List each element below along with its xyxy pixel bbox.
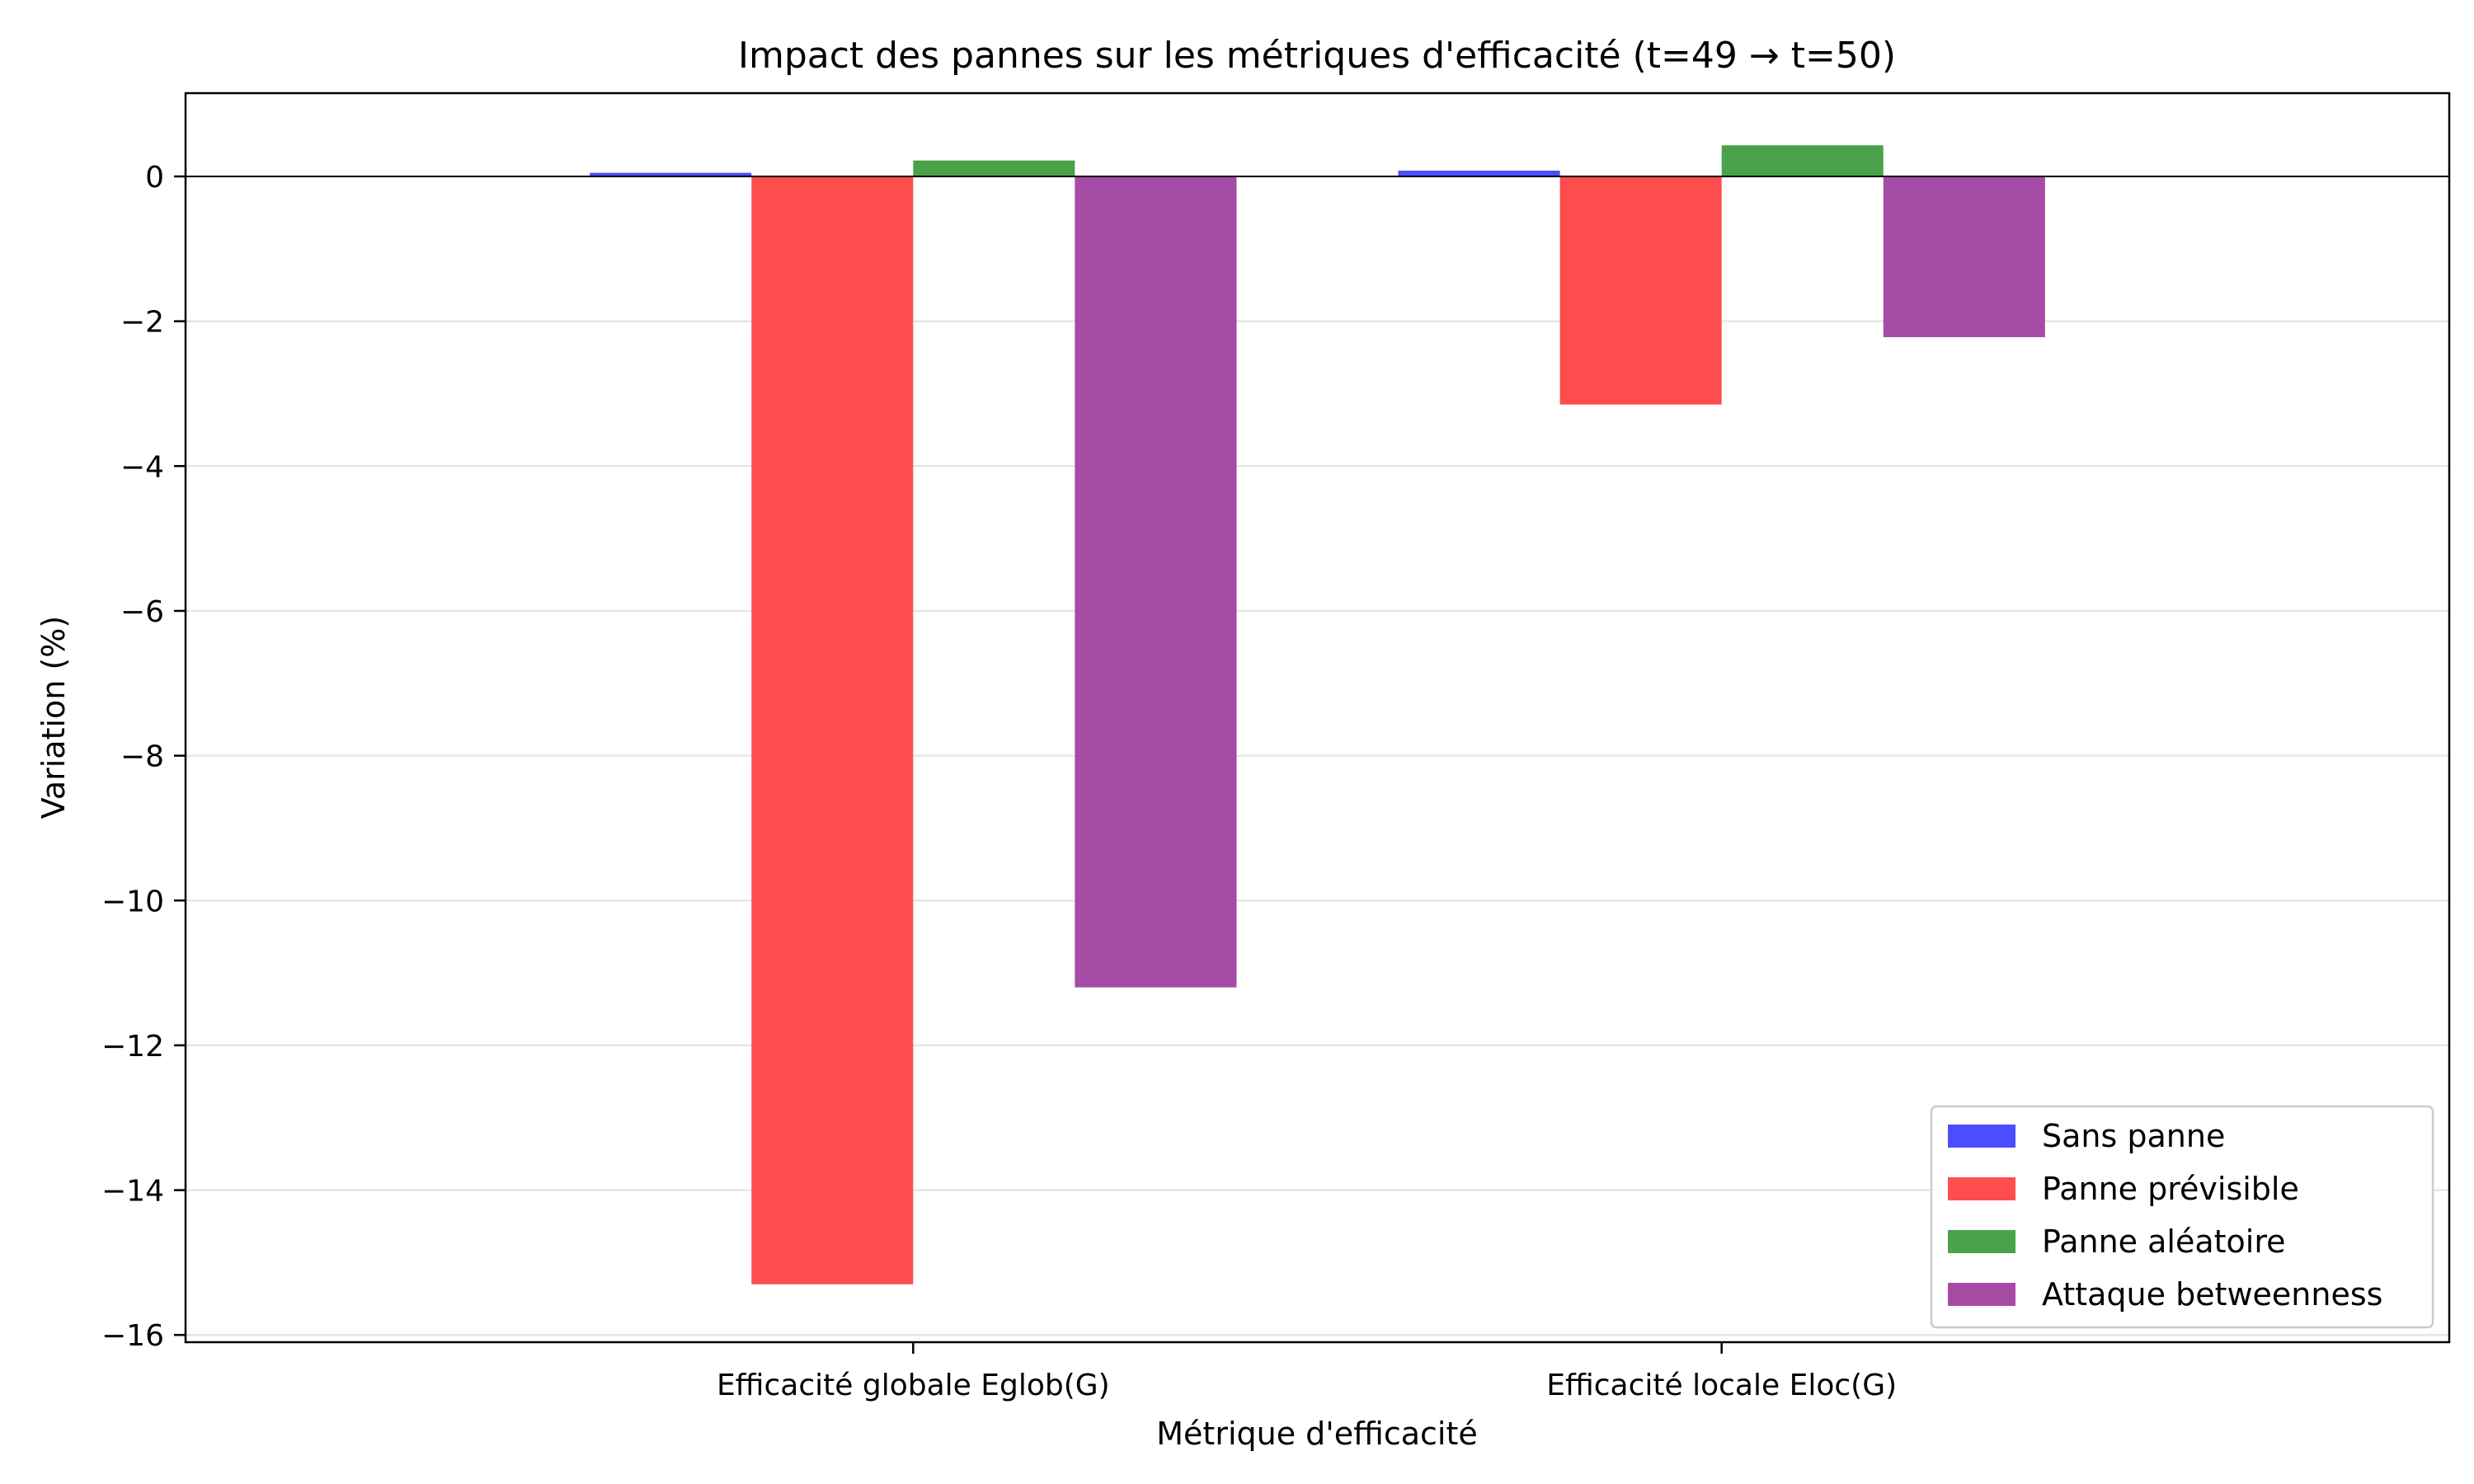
y-tick-label: −4	[120, 450, 164, 484]
legend-swatch	[1948, 1177, 2015, 1200]
legend-box	[1930, 1105, 2434, 1329]
y-axis-ticks: 0 −2 −4 −6 −8 −10 −12 −14 −16	[101, 161, 186, 1353]
legend-label: Sans panne	[2042, 1118, 2225, 1154]
bar	[1075, 176, 1237, 988]
legend-swatch	[1948, 1283, 2015, 1306]
bar	[1559, 176, 1722, 405]
bar	[913, 160, 1075, 176]
y-tick-label: 0	[145, 161, 164, 195]
bar	[1398, 170, 1560, 176]
legend-label: Attaque betweenness	[2042, 1276, 2382, 1313]
y-tick-label: −8	[120, 740, 164, 774]
x-axis-label: Métrique d'efficacité	[1156, 1416, 1478, 1452]
plot-frame	[184, 92, 2451, 1344]
bar	[590, 172, 752, 176]
y-tick-label: −6	[120, 595, 164, 629]
chart-title: Impact des pannes sur les métriques d'ef…	[738, 35, 1896, 77]
y-tick-label: −10	[101, 885, 164, 918]
y-tick-label: −12	[101, 1030, 164, 1064]
legend-label: Panne prévisible	[2042, 1171, 2299, 1207]
legend-label: Panne aléatoire	[2042, 1223, 2286, 1260]
bar	[1721, 145, 1884, 176]
x-tick-label: Efficacité locale Eloc(G)	[1546, 1369, 1897, 1402]
legend-swatch	[1948, 1125, 2015, 1148]
bar	[751, 176, 914, 1284]
y-tick-label: −2	[120, 306, 164, 340]
legend-swatch	[1948, 1230, 2015, 1253]
y-tick-label: −14	[101, 1175, 164, 1209]
legend: Sans panne Panne prévisible Panne aléatoir…	[1930, 1105, 2434, 1329]
bar	[1883, 176, 2045, 337]
y-axis-label: Variation (%)	[35, 616, 72, 819]
gridlines	[186, 175, 2449, 1336]
x-tick-label: Efficacité globale Eglob(G)	[717, 1369, 1110, 1402]
y-tick-label: −16	[101, 1319, 164, 1353]
x-axis-ticks: Efficacité globale Eglob(G) Efficacité lo…	[717, 1342, 1897, 1402]
bars	[590, 145, 2045, 1284]
